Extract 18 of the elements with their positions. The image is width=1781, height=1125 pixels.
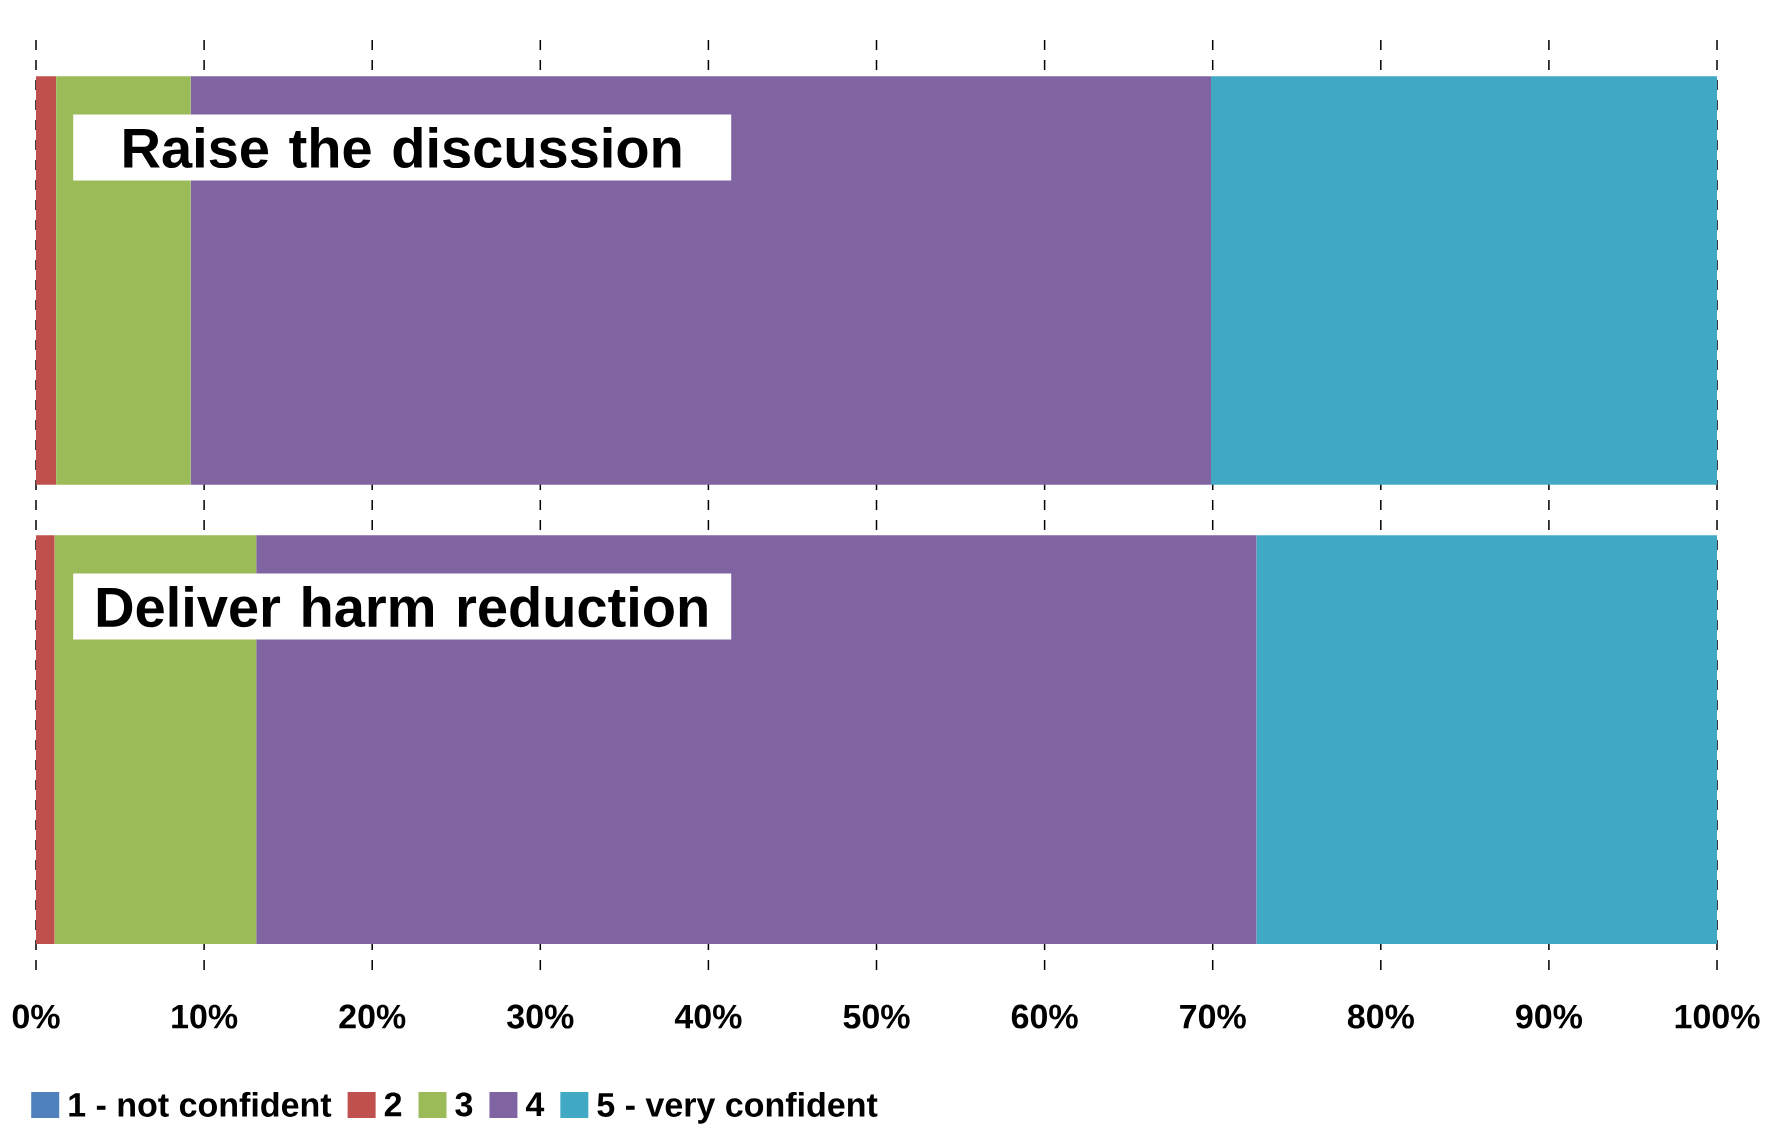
x-tick-label: 0% <box>12 1004 60 1029</box>
x-tick-label: 40% <box>674 1004 742 1029</box>
legend-label: 1 - not confident <box>69 1091 332 1117</box>
y-tick-label: Raise the discussion <box>124 126 681 169</box>
x-tick-label: 80% <box>1347 1004 1414 1029</box>
legend-label: 4 <box>525 1092 545 1116</box>
x-tick-label: 50% <box>843 1004 910 1029</box>
legend-label: 5 - very confident <box>597 1091 878 1124</box>
x-tick-label: 60% <box>1011 1004 1078 1029</box>
x-tick-label: 10% <box>172 1004 238 1029</box>
x-tick-label: 100% <box>1675 1004 1760 1029</box>
x-tick-label: 70% <box>1180 1004 1246 1029</box>
x-tick-label: 30% <box>507 1004 574 1029</box>
x-tick-label: 20% <box>339 1004 406 1029</box>
legend-label: 2 <box>384 1092 402 1117</box>
x-tick-label: 90% <box>1516 1004 1583 1029</box>
y-tick-label: Deliver harm reduction <box>97 586 707 628</box>
legend-label: 3 <box>455 1092 473 1117</box>
